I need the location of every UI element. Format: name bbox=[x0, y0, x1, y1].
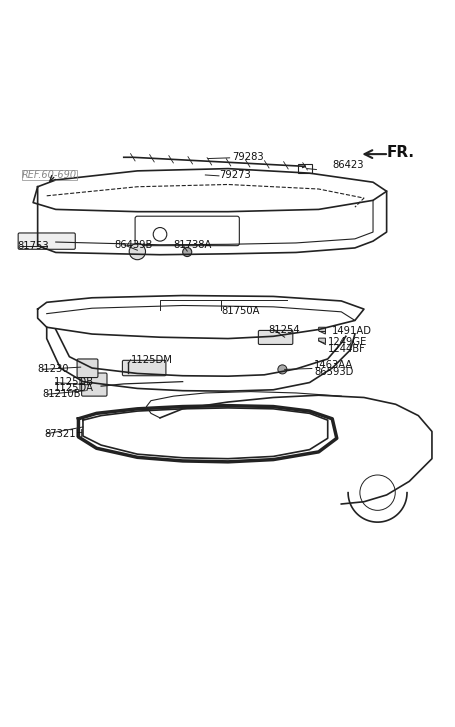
Circle shape bbox=[182, 247, 191, 257]
FancyBboxPatch shape bbox=[135, 216, 239, 246]
Circle shape bbox=[129, 244, 145, 260]
Text: 1491AD: 1491AD bbox=[332, 326, 371, 336]
Text: 1125DB: 1125DB bbox=[53, 377, 93, 387]
Text: 81210B: 81210B bbox=[42, 390, 81, 399]
Text: 1125DA: 1125DA bbox=[53, 383, 93, 393]
FancyBboxPatch shape bbox=[77, 359, 98, 377]
Polygon shape bbox=[318, 338, 325, 344]
Text: 86423: 86423 bbox=[332, 160, 363, 170]
Polygon shape bbox=[318, 327, 325, 334]
Text: 81254: 81254 bbox=[268, 324, 300, 334]
Text: 81750A: 81750A bbox=[221, 306, 259, 316]
Text: REF.60-690: REF.60-690 bbox=[22, 170, 77, 180]
Text: 1249GE: 1249GE bbox=[327, 337, 366, 347]
Text: 1463AA: 1463AA bbox=[313, 360, 353, 370]
Text: 1244BF: 1244BF bbox=[327, 344, 365, 354]
FancyBboxPatch shape bbox=[18, 233, 75, 249]
FancyBboxPatch shape bbox=[122, 361, 166, 376]
Text: 79283: 79283 bbox=[232, 152, 263, 162]
Circle shape bbox=[277, 365, 286, 374]
Text: 81753: 81753 bbox=[17, 241, 49, 251]
Text: 79273: 79273 bbox=[218, 170, 250, 180]
Text: 1125DM: 1125DM bbox=[130, 356, 172, 366]
FancyBboxPatch shape bbox=[81, 373, 107, 396]
Text: 86439B: 86439B bbox=[115, 240, 153, 250]
Text: 86593D: 86593D bbox=[313, 367, 353, 377]
Text: 87321H: 87321H bbox=[44, 429, 83, 439]
Text: 81230: 81230 bbox=[38, 364, 69, 374]
FancyBboxPatch shape bbox=[258, 330, 292, 345]
Text: 81738A: 81738A bbox=[173, 240, 212, 250]
Text: FR.: FR. bbox=[385, 145, 413, 160]
